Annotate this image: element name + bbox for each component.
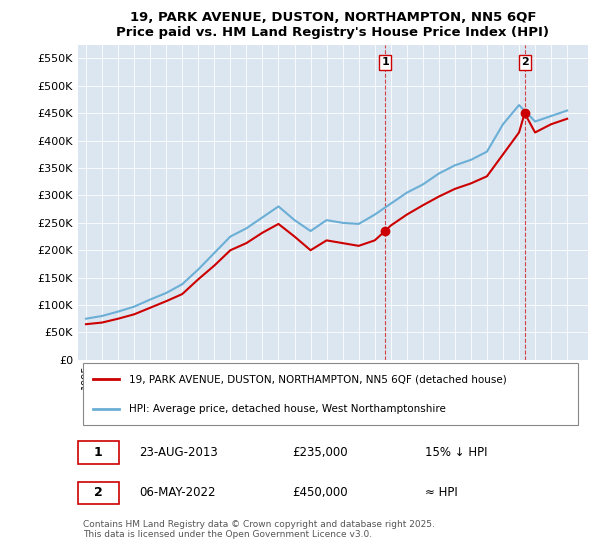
Text: £450,000: £450,000	[292, 487, 348, 500]
Text: 15% ↓ HPI: 15% ↓ HPI	[425, 446, 487, 459]
FancyBboxPatch shape	[83, 363, 578, 425]
Text: HPI: Average price, detached house, West Northamptonshire: HPI: Average price, detached house, West…	[129, 404, 446, 414]
Text: Contains HM Land Registry data © Crown copyright and database right 2025.
This d: Contains HM Land Registry data © Crown c…	[83, 520, 435, 539]
FancyBboxPatch shape	[78, 441, 119, 464]
Text: 2: 2	[94, 487, 103, 500]
Title: 19, PARK AVENUE, DUSTON, NORTHAMPTON, NN5 6QF
Price paid vs. HM Land Registry's : 19, PARK AVENUE, DUSTON, NORTHAMPTON, NN…	[116, 11, 550, 39]
Text: 19, PARK AVENUE, DUSTON, NORTHAMPTON, NN5 6QF (detached house): 19, PARK AVENUE, DUSTON, NORTHAMPTON, NN…	[129, 374, 507, 384]
FancyBboxPatch shape	[78, 482, 119, 504]
Text: 1: 1	[94, 446, 103, 459]
Text: ≈ HPI: ≈ HPI	[425, 487, 458, 500]
Text: 06-MAY-2022: 06-MAY-2022	[139, 487, 216, 500]
Text: 1: 1	[381, 58, 389, 67]
Text: 2: 2	[521, 58, 529, 67]
Text: £235,000: £235,000	[292, 446, 348, 459]
Text: 23-AUG-2013: 23-AUG-2013	[139, 446, 218, 459]
